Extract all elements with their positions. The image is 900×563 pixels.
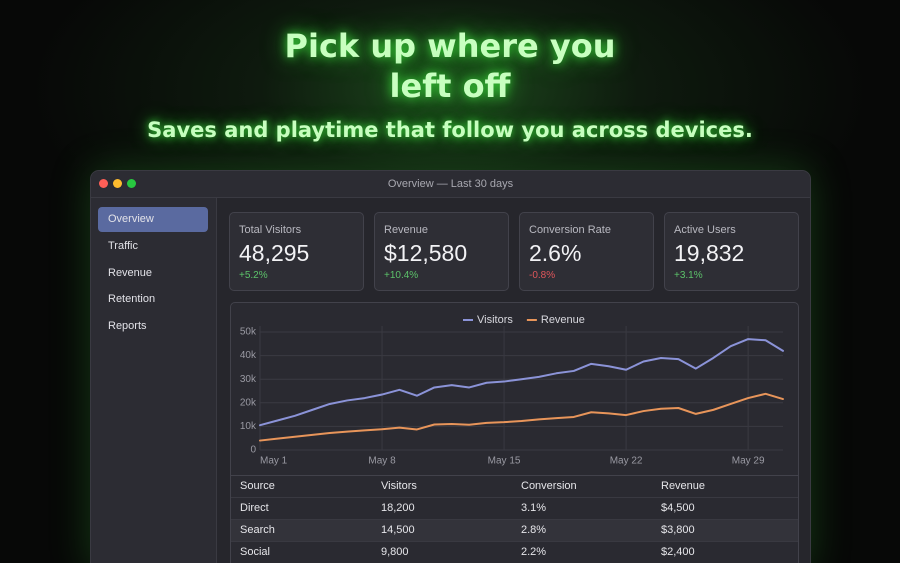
y-tick-label: 20k <box>240 397 257 408</box>
table-cell: Search <box>240 524 275 536</box>
hero-title: Pick up where you left off <box>284 27 616 105</box>
x-tick-label: May 15 <box>488 456 521 467</box>
table-header: Source Visitors Conversion Revenue <box>231 476 798 498</box>
nav-item[interactable]: Retention <box>108 293 156 306</box>
nav-item[interactable]: Overview <box>98 207 208 232</box>
kpi-value: 19,832 <box>674 240 745 266</box>
nav-item[interactable]: Reports <box>108 320 147 333</box>
legend-label: Revenue <box>541 314 585 326</box>
x-tick-label: May 22 <box>610 456 643 467</box>
app-window: Overview — Last 30 days Overview Traffic R… <box>90 170 811 563</box>
kpi-change: +5.2% <box>239 270 268 281</box>
column-header: Revenue <box>661 480 706 492</box>
window-title: Overview — Last 30 days <box>387 178 514 190</box>
table-cell: $3,800 <box>661 524 695 536</box>
series-line <box>259 338 784 427</box>
table-cell: 2.2% <box>521 546 547 558</box>
table-row: Direct 18,200 3.1% $4,500 <box>231 498 798 520</box>
table-cell: 9,800 <box>381 546 409 558</box>
kpi-label: Revenue <box>384 224 429 236</box>
table-cell: $2,400 <box>661 546 695 558</box>
table-cell: 2.8% <box>521 524 547 536</box>
series-line <box>259 392 784 442</box>
kpi-label: Total Visitors <box>239 224 302 236</box>
y-tick-label: 40k <box>240 350 257 361</box>
nav-item[interactable]: Traffic <box>108 239 138 252</box>
close-button[interactable] <box>99 179 108 188</box>
kpi-card: Conversion Rate 2.6% -0.8% <box>519 212 654 291</box>
kpi-value: $12,580 <box>384 240 468 266</box>
hero-subtitle: Saves and playtime that follow you acros… <box>147 118 753 142</box>
chart-panel: 0 10k 20k 30k 40k 50k May 1 May 8 May 15 May 22 Ma… <box>230 302 799 563</box>
title-bar: Overview — Last 30 days <box>91 171 810 198</box>
y-tick-label: 0 <box>250 445 256 456</box>
sidebar: Overview Traffic Revenue Retention Reports <box>91 198 217 563</box>
kpi-card: Revenue $12,580 +10.4% <box>374 212 509 291</box>
x-tick-label: May 29 <box>732 456 765 467</box>
table-cell: $4,500 <box>661 502 695 514</box>
table-cell: 18,200 <box>381 502 415 514</box>
table-cell: 3.1% <box>521 502 547 514</box>
x-tick-label: May 1 <box>260 456 288 467</box>
table-cell: 14,500 <box>381 524 415 536</box>
x-tick-label: May 8 <box>368 456 396 467</box>
kpi-change: +10.4% <box>384 270 419 281</box>
kpi-change: -0.8% <box>529 270 556 281</box>
minimize-button[interactable] <box>113 179 122 188</box>
table: Source Visitors Conversion Revenue Direct 18,… <box>231 475 798 563</box>
kpi-card: Total Visitors 48,295 +5.2% <box>229 212 364 291</box>
table-cell: Social <box>240 546 270 558</box>
kpi-label: Conversion Rate <box>529 224 611 236</box>
y-tick-label: 50k <box>240 327 257 338</box>
chart: 0 10k 20k 30k 40k 50k May 1 May 8 May 15 May 22 Ma… <box>240 314 784 467</box>
kpi-card: Active Users 19,832 +3.1% <box>664 212 799 291</box>
kpi-label: Active Users <box>674 224 736 236</box>
table-row: Social 9,800 2.2% $2,400 <box>231 542 798 563</box>
y-tick-label: 30k <box>240 374 257 385</box>
kpi-value: 2.6% <box>529 240 582 266</box>
table-row: Search 14,500 2.8% $3,800 <box>231 520 798 542</box>
column-header: Visitors <box>381 480 417 492</box>
column-header: Conversion <box>521 480 577 492</box>
zoom-button[interactable] <box>127 179 136 188</box>
legend-label: Visitors <box>477 314 513 326</box>
kpi-value: 48,295 <box>239 240 310 266</box>
column-header: Source <box>240 480 275 492</box>
nav-item[interactable]: Revenue <box>108 266 153 279</box>
y-tick-label: 10k <box>240 421 257 432</box>
kpi-change: +3.1% <box>674 270 703 281</box>
table-cell: Direct <box>240 502 269 514</box>
